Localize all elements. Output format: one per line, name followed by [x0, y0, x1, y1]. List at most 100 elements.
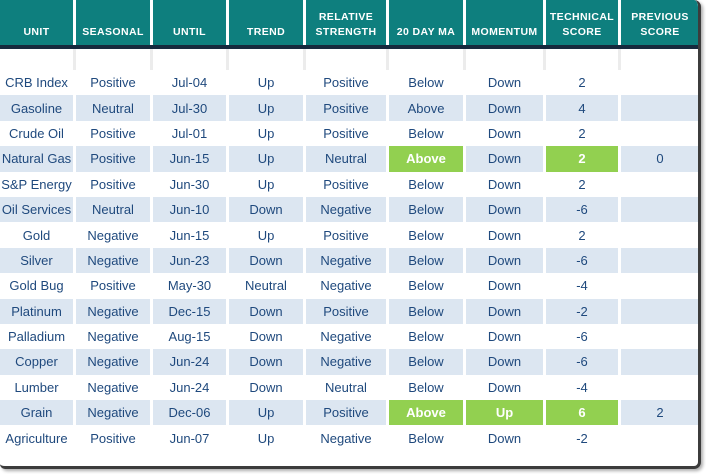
cell-seasonal: Negative: [76, 374, 150, 401]
cell-ma20: Below: [389, 70, 463, 96]
cell-technical_score: -2: [546, 298, 618, 324]
cell-previous_score: [621, 425, 698, 451]
spacer-cell: [76, 49, 150, 70]
column-header-unit: UNIT: [0, 0, 73, 45]
column-header-momentum: MOMENTUM: [466, 0, 543, 45]
column-header-relative_strength: RELATIVE STRENGTH: [306, 0, 386, 45]
cell-unit: Gold: [0, 222, 73, 248]
cell-relative_strength: Negative: [306, 323, 386, 350]
cell-previous_score: [621, 222, 698, 248]
cell-until: Jun-24: [153, 349, 226, 375]
cell-trend: Up: [229, 146, 303, 172]
cell-until: Jul-04: [153, 70, 226, 96]
cell-previous_score: 2: [621, 400, 698, 426]
cell-ma20: Below: [389, 323, 463, 350]
cell-relative_strength: Neutral: [306, 146, 386, 172]
cell-relative_strength: Positive: [306, 171, 386, 197]
cell-unit: Natural Gas: [0, 146, 73, 172]
cell-previous_score: [621, 247, 698, 274]
cell-seasonal: Negative: [76, 247, 150, 274]
cell-trend: Up: [229, 120, 303, 147]
column-header-until: UNTIL: [153, 0, 226, 45]
cell-unit: Copper: [0, 349, 73, 375]
cell-until: Jun-24: [153, 374, 226, 401]
cell-technical_score: -6: [546, 323, 618, 350]
cell-seasonal: Negative: [76, 400, 150, 426]
cell-technical_score: -2: [546, 425, 618, 451]
cell-seasonal: Positive: [76, 146, 150, 172]
cell-momentum: Down: [466, 146, 543, 172]
table-body: CRB Index Positive Jul-04 Up Positive Below Do…: [0, 70, 698, 451]
cell-technical_score: 2: [546, 222, 618, 248]
spacer-cell: [0, 49, 73, 70]
column-header-technical_score: TECHNICAL SCORE: [546, 0, 618, 45]
cell-momentum: Down: [466, 273, 543, 299]
cell-momentum: Down: [466, 298, 543, 324]
cell-relative_strength: Negative: [306, 273, 386, 299]
cell-previous_score: [621, 374, 698, 401]
cell-until: Dec-06: [153, 400, 226, 426]
column-header-ma20: 20 DAY MA: [389, 0, 463, 45]
cell-seasonal: Positive: [76, 171, 150, 197]
cell-technical_score: 6: [546, 400, 618, 426]
cell-relative_strength: Positive: [306, 70, 386, 96]
cell-technical_score: 4: [546, 95, 618, 121]
cell-relative_strength: Positive: [306, 222, 386, 248]
cell-momentum: Down: [466, 425, 543, 451]
cell-relative_strength: Negative: [306, 425, 386, 451]
spacer-cell: [389, 49, 463, 70]
cell-until: Jul-01: [153, 120, 226, 147]
cell-previous_score: [621, 298, 698, 324]
cell-ma20: Below: [389, 425, 463, 451]
cell-trend: Down: [229, 298, 303, 324]
cell-technical_score: -6: [546, 247, 618, 274]
cell-trend: Down: [229, 349, 303, 375]
cell-until: May-30: [153, 273, 226, 299]
cell-previous_score: [621, 70, 698, 96]
cell-until: Jun-23: [153, 247, 226, 274]
cell-trend: Neutral: [229, 273, 303, 299]
cell-unit: CRB Index: [0, 70, 73, 96]
cell-seasonal: Positive: [76, 273, 150, 299]
cell-relative_strength: Negative: [306, 196, 386, 223]
cell-technical_score: 2: [546, 120, 618, 147]
cell-technical_score: 2: [546, 70, 618, 96]
cell-unit: Lumber: [0, 374, 73, 401]
cell-relative_strength: Positive: [306, 120, 386, 147]
cell-unit: Gold Bug: [0, 273, 73, 299]
cell-ma20: Above: [389, 95, 463, 121]
cell-ma20: Below: [389, 196, 463, 223]
cell-momentum: Down: [466, 95, 543, 121]
cell-unit: S&P Energy: [0, 171, 73, 197]
cell-ma20: Below: [389, 273, 463, 299]
cell-until: Jun-10: [153, 196, 226, 223]
cell-until: Jun-30: [153, 171, 226, 197]
cell-momentum: Down: [466, 171, 543, 197]
table-header-row: UNIT SEASONAL UNTIL TREND RELATIVE STRENGTH 2…: [0, 0, 698, 45]
cell-momentum: Up: [466, 400, 543, 426]
cell-relative_strength: Neutral: [306, 374, 386, 401]
cell-technical_score: -6: [546, 349, 618, 375]
cell-ma20: Below: [389, 298, 463, 324]
cell-previous_score: [621, 120, 698, 147]
cell-trend: Up: [229, 222, 303, 248]
spacer-row: [0, 49, 698, 70]
cell-ma20: Below: [389, 247, 463, 274]
cell-unit: Agriculture: [0, 425, 73, 451]
cell-trend: Up: [229, 400, 303, 426]
cell-momentum: Down: [466, 120, 543, 147]
cell-relative_strength: Positive: [306, 298, 386, 324]
cell-ma20: Below: [389, 349, 463, 375]
column-header-seasonal: SEASONAL: [76, 0, 150, 45]
spacer-cell: [153, 49, 226, 70]
cell-trend: Up: [229, 70, 303, 96]
cell-trend: Down: [229, 323, 303, 350]
cell-unit: Grain: [0, 400, 73, 426]
spacer-cell: [306, 49, 386, 70]
column-header-trend: TREND: [229, 0, 303, 45]
cell-trend: Up: [229, 425, 303, 451]
cell-momentum: Down: [466, 323, 543, 350]
cell-momentum: Down: [466, 70, 543, 96]
cell-ma20: Below: [389, 222, 463, 248]
